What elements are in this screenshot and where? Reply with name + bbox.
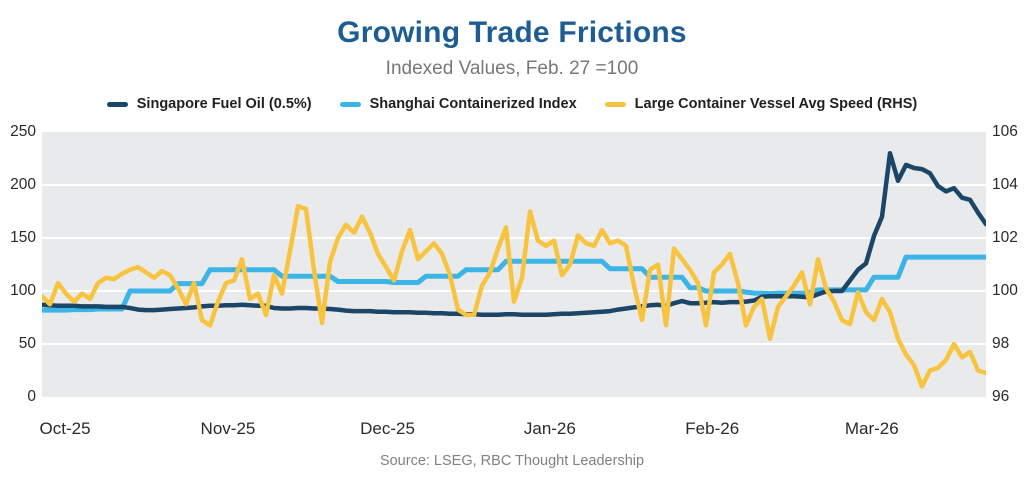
legend-label: Large Container Vessel Avg Speed (RHS) [634, 96, 918, 112]
left-axis-tick-label: 50 [18, 335, 36, 352]
legend-swatch-navy [106, 101, 128, 107]
chart-subtitle: Indexed Values, Feb. 27 =100 [385, 58, 639, 79]
x-axis-tick-label: Dec-25 [360, 419, 415, 438]
right-axis-tick-label: 104 [992, 176, 1018, 193]
legend-swatch-cyan [339, 101, 361, 107]
x-axis-tick-label: Mar-26 [844, 419, 899, 438]
left-axis-tick-label: 200 [10, 176, 36, 193]
x-axis-tick-label: Jan-26 [523, 419, 576, 438]
plot-area [42, 132, 986, 397]
left-axis-tick-label: 250 [10, 123, 36, 140]
right-axis-tick-label: 96 [992, 388, 1010, 405]
legend-swatch-yellow [604, 101, 626, 107]
x-axis-tick-label: Nov-25 [200, 419, 256, 438]
source-note: Source: LSEG, RBC Thought Leadership [379, 453, 645, 469]
legend-item-shanghai-index: Shanghai Containerized Index [339, 96, 577, 112]
chart-title: Growing Trade Frictions [337, 16, 687, 49]
right-axis-tick-label: 102 [992, 229, 1018, 246]
right-axis-tick-label: 106 [992, 123, 1018, 140]
legend-label: Singapore Fuel Oil (0.5%) [136, 96, 312, 112]
right-axis-tick-label: 98 [992, 335, 1010, 352]
left-axis-tick-label: 100 [10, 282, 36, 299]
legend-item-singapore-fuel-oil: Singapore Fuel Oil (0.5%) [106, 96, 312, 112]
chart-legend: Singapore Fuel Oil (0.5%) Shanghai Conta… [0, 96, 1024, 112]
right-axis-tick-label: 100 [992, 282, 1018, 299]
series-line-large-container-vessel-avg-speed-rhs [42, 203, 986, 389]
left-axis-tick-label: 0 [27, 388, 36, 405]
x-axis-tick-label: Feb-26 [685, 419, 740, 438]
left-axis-tick-label: 150 [10, 229, 36, 246]
legend-label: Shanghai Containerized Index [369, 96, 577, 112]
plot-background [42, 132, 986, 397]
legend-item-vessel-speed: Large Container Vessel Avg Speed (RHS) [604, 96, 918, 112]
x-axis-tick-label: Oct-25 [39, 419, 91, 438]
